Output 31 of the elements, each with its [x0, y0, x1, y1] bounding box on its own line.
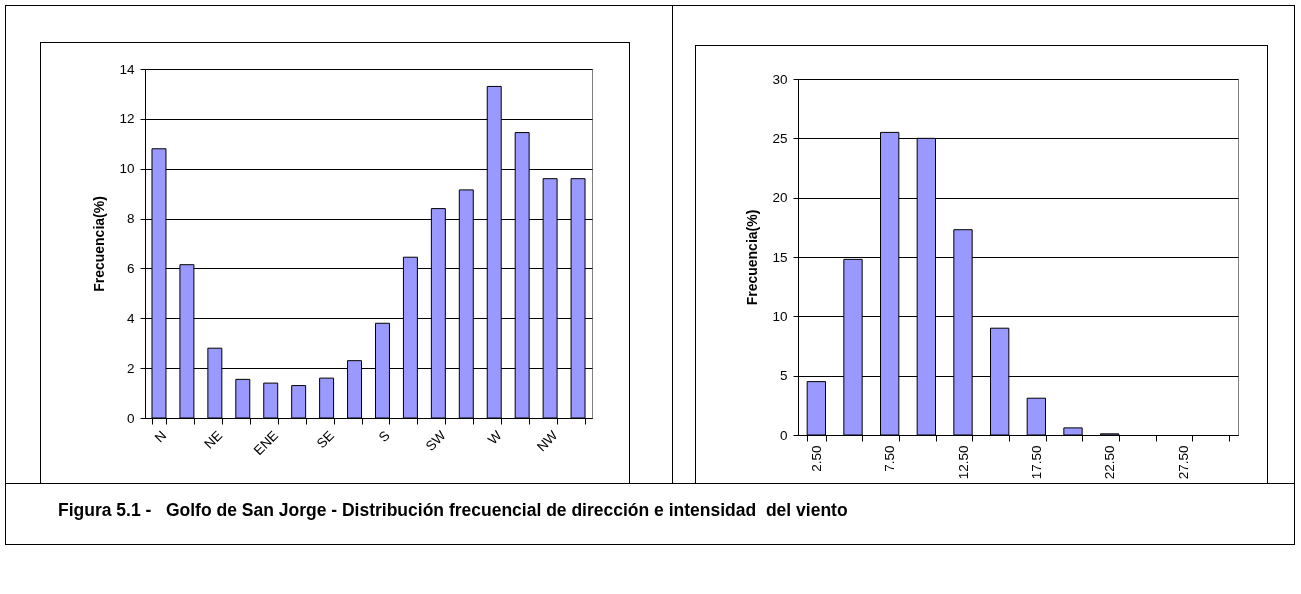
y-tick-label: 25 [772, 130, 788, 146]
x-tick-label: NE [201, 427, 226, 452]
x-tick-label: 27.50 [1175, 445, 1191, 480]
x-tick-label: 2.50 [808, 445, 824, 472]
y-axis-title: Frecuencia(%) [744, 209, 761, 306]
y-tick-label: 12 [119, 111, 135, 127]
x-tick-label: N [151, 427, 170, 446]
y-tick-label: 15 [772, 249, 788, 265]
y-tick-label: 8 [126, 211, 135, 227]
y-tick-label: 10 [119, 161, 135, 177]
x-tick-label: W [485, 427, 505, 448]
x-tick-label: SW [422, 427, 449, 454]
y-tick-label: 0 [126, 410, 135, 426]
x-tick-label: 7.50 [882, 445, 898, 472]
text: Figura 5.1 - Golfo de San Jorge - Distribución frecuencial de dirección e intensidad del viento [58, 500, 848, 521]
y-tick-label: 20 [772, 190, 788, 206]
y-tick-label: 30 [772, 71, 788, 87]
y-tick-label: 10 [772, 308, 788, 324]
x-tick-label: SE [313, 427, 337, 452]
x-tick-label: 12.50 [955, 445, 971, 480]
y-tick-label: 4 [126, 310, 135, 326]
x-tick-label: 17.50 [1028, 445, 1044, 480]
y-tick-label: 5 [779, 368, 788, 384]
y-tick-label: 0 [779, 427, 788, 443]
y-tick-label: 14 [119, 61, 135, 77]
x-tick-label: NW [533, 427, 561, 455]
y-tick-label: 2 [126, 360, 135, 376]
x-tick-label: S [375, 427, 393, 445]
y-axis-title: Frecuencia(%) [91, 196, 108, 292]
y-tick-label: 6 [126, 260, 135, 276]
x-tick-label: 22.50 [1102, 445, 1118, 480]
